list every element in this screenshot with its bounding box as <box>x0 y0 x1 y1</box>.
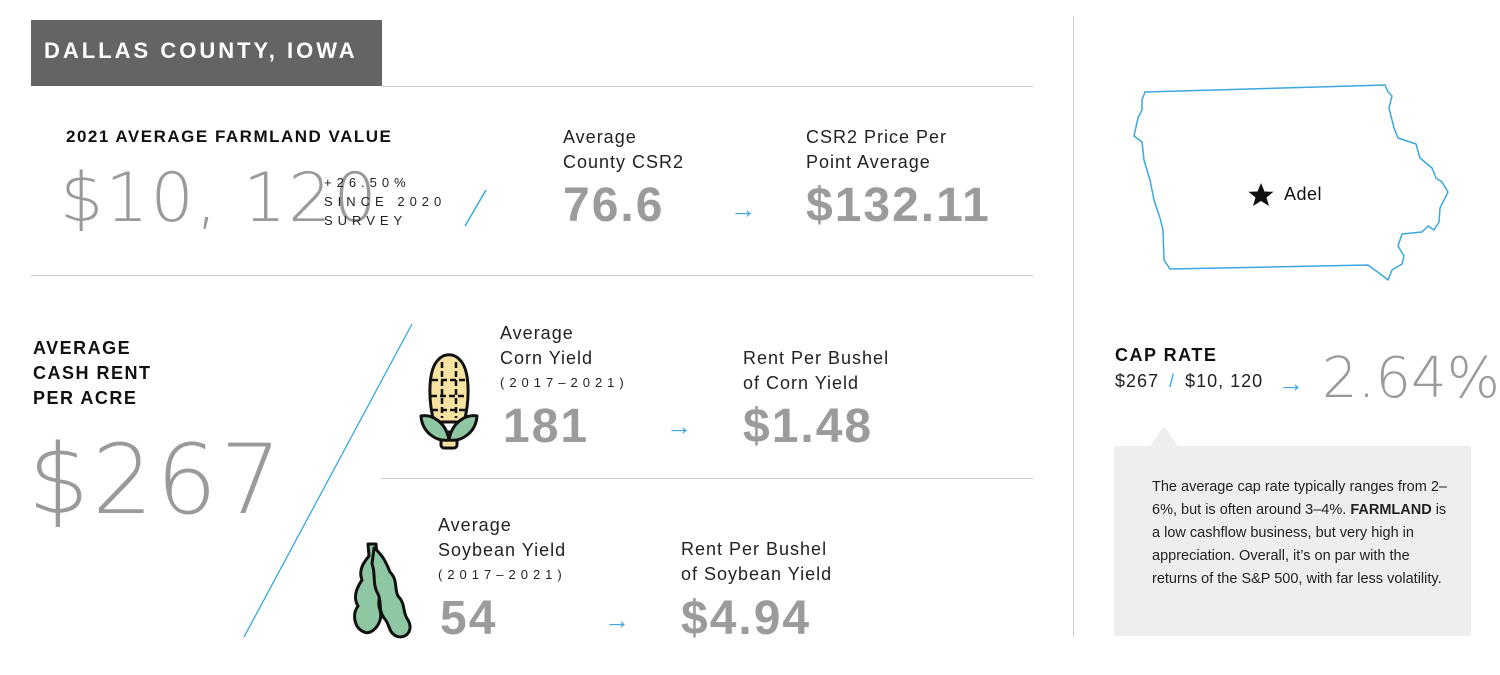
csr2-value: 76.6 <box>563 179 665 232</box>
cap-rate-denominator: $10, 120 <box>1185 371 1264 391</box>
cap-rate-numerator: $267 <box>1115 371 1160 391</box>
soybean-label-line1: Average <box>438 515 512 535</box>
iowa-map <box>1133 84 1449 281</box>
corn-rent-value: $1.48 <box>743 400 874 453</box>
note-text-after: is a low cashflow business, but very hig… <box>1152 502 1447 587</box>
csr2-price-value: $132.11 <box>806 179 991 232</box>
farmland-change-percent: +26.50% <box>324 175 411 190</box>
farmland-value: $10, 120 <box>60 159 379 238</box>
corn-years: (2017–2021) <box>500 375 629 390</box>
cash-rent-value: $267 <box>28 424 285 536</box>
note-bold-word: FARMLAND <box>1350 502 1432 518</box>
divider-vertical <box>1073 16 1074 637</box>
divider-top <box>382 86 1033 87</box>
farmland-change-survey: SURVEY <box>324 213 408 228</box>
corn-rent-label-line1: Rent Per Bushel <box>743 348 890 368</box>
cash-rent-heading-line1: AVERAGE <box>33 338 132 358</box>
arrow-right-icon: → <box>604 605 630 635</box>
diagonal-divider-icon <box>243 323 413 638</box>
soybean-icon <box>353 542 412 639</box>
cap-rate-value: 2.64% <box>1322 346 1500 411</box>
corn-label-line1: Average <box>500 323 574 343</box>
corn-icon <box>419 353 479 450</box>
csr2-label-line2: County CSR2 <box>563 152 685 172</box>
cap-rate-note <box>1114 446 1471 636</box>
cash-rent-heading-line3: PER ACRE <box>33 388 138 408</box>
cash-rent-heading-line2: CASH RENT <box>33 363 152 383</box>
soybean-yield-value: 54 <box>440 592 498 645</box>
farmland-value-heading: 2021 AVERAGE FARMLAND VALUE <box>66 127 393 146</box>
soybean-label-line2: Soybean Yield <box>438 540 567 560</box>
slash-divider-icon <box>464 189 487 227</box>
corn-label-line2: Corn Yield <box>500 348 594 368</box>
arrow-right-icon: → <box>666 411 692 441</box>
soybean-rent-value: $4.94 <box>681 592 812 645</box>
csr2-price-label-line1: CSR2 Price Per <box>806 127 948 147</box>
city-label: Adel <box>1284 184 1323 204</box>
title-banner <box>31 20 382 86</box>
soybean-rent-label-line1: Rent Per Bushel <box>681 539 828 559</box>
arrow-right-icon: → <box>730 194 756 224</box>
cap-rate-heading: CAP RATE <box>1115 345 1218 365</box>
cap-rate-note-text: The average cap rate typically ranges fr… <box>1152 476 1452 591</box>
csr2-price-label-line2: Point Average <box>806 152 931 172</box>
arrow-right-icon: → <box>1278 368 1304 398</box>
iowa-outline <box>1133 84 1449 281</box>
divider-middle <box>31 275 1033 276</box>
corn-rent-label-line2: of Corn Yield <box>743 373 860 393</box>
csr2-label-line1: Average <box>563 127 637 147</box>
callout-pointer <box>1150 426 1178 446</box>
page-title: DALLAS COUNTY, IOWA <box>44 38 358 63</box>
divider-crops <box>381 478 1033 479</box>
soybean-years: (2017–2021) <box>438 567 567 582</box>
farmland-change-since: SINCE 2020 <box>324 194 447 209</box>
corn-yield-value: 181 <box>503 400 590 453</box>
cap-rate-slash: / <box>1169 371 1176 391</box>
star-icon <box>1248 183 1274 206</box>
note-text-before: The average cap rate typically ranges fr… <box>1152 479 1447 518</box>
soybean-rent-label-line2: of Soybean Yield <box>681 564 833 584</box>
cap-rate-formula: $267 / $10, 120 <box>1115 371 1263 392</box>
